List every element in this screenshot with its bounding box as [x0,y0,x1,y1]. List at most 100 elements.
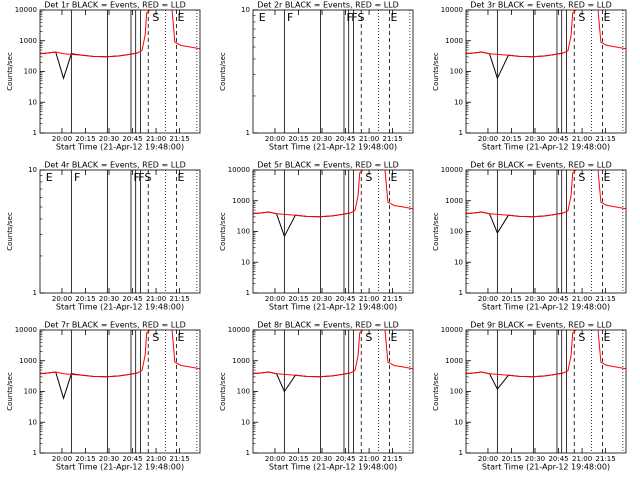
x-axis-label: Start Time (21-Apr-12 19:48:00) [482,143,610,152]
x-tick-label: 20:45 [548,135,568,143]
y-tick-label: 10 [28,418,37,426]
y-tick-label: 100 [450,228,463,236]
y-tick-label: 1 [246,289,250,297]
x-tick-label: 20:45 [335,455,355,463]
x-tick-label: 20:00 [52,455,72,463]
y-tick-label: 1 [33,129,37,137]
marker-label: F [74,171,80,184]
x-tick-label: 20:00 [52,135,72,143]
y-tick-label: 100 [24,388,37,396]
marker-label: E [177,171,184,184]
y-tick-label: 10 [241,258,250,266]
x-tick-label: 21:00 [359,455,379,463]
y-tick-label: 1000 [232,357,250,365]
y-tick-label: 10 [454,98,463,106]
x-tick-label: 20:30 [312,295,332,303]
x-tick-label: 20:00 [265,135,285,143]
y-tick-label: 100 [450,68,463,76]
panel-title: Det 2r BLACK = Events, RED = LLD [257,1,399,10]
y-axis-label: Counts/sec [219,372,227,411]
x-axis-label: Start Time (21-Apr-12 19:48:00) [56,303,184,312]
x-tick-label: 20:15 [75,135,95,143]
x-tick-label: 20:30 [525,135,545,143]
x-tick-label: 21:00 [359,135,379,143]
series-line [253,330,413,378]
y-tick-label: 10000 [441,326,463,334]
y-tick-label: 1 [459,289,463,297]
series-line [466,330,626,378]
panel-title: Det 6r BLACK = Events, RED = LLD [470,161,612,170]
x-tick-label: 21:00 [572,455,592,463]
x-tick-label: 21:15 [383,135,403,143]
y-tick-label: 100 [450,388,463,396]
x-tick-label: 20:45 [122,295,142,303]
x-tick-label: 20:15 [288,455,308,463]
x-tick-label: 21:15 [596,455,616,463]
y-tick-label: 1 [246,449,250,457]
marker-label: E [177,11,184,24]
y-tick-label: 10 [241,418,250,426]
panel-title: Det 7r BLACK = Events, RED = LLD [44,321,186,330]
marker-label: S [365,171,372,184]
plot-frame [252,9,414,134]
y-tick-label: 1 [246,129,250,137]
panel-title: Det 4r BLACK = Events, RED = LLD [44,161,186,170]
marker-label: S [578,171,585,184]
marker-label: F [347,11,353,24]
y-tick-label: 10000 [441,166,463,174]
panel: Det 2r BLACK = Events, RED = LLD Start Ti… [219,1,414,152]
y-tick-label: 10000 [441,6,463,14]
x-tick-label: 21:15 [170,295,190,303]
panel: Det 8r BLACK = Events, RED = LLD Start Ti… [219,321,414,472]
y-axis-label: Counts/sec [6,212,14,251]
x-tick-label: 20:15 [501,455,521,463]
y-tick-label: 1000 [445,37,463,45]
series-line [466,10,626,58]
x-tick-label: 21:00 [572,295,592,303]
y-tick-label: 1000 [445,197,463,205]
panel-title: Det 5r BLACK = Events, RED = LLD [257,161,399,170]
y-tick-label: 1000 [445,357,463,365]
x-tick-label: 21:15 [170,455,190,463]
y-tick-label: 10 [454,418,463,426]
x-tick-label: 21:00 [146,295,166,303]
x-tick-label: 20:45 [122,455,142,463]
y-tick-label: 10 [241,6,250,14]
y-tick-label: 1 [33,289,37,297]
x-tick-label: 20:45 [548,295,568,303]
panel-title: Det 3r BLACK = Events, RED = LLD [470,1,612,10]
x-tick-label: 20:15 [501,295,521,303]
marker-label: F [134,171,140,184]
panel: Det 3r BLACK = Events, RED = LLD Start Ti… [432,1,627,152]
x-tick-label: 20:30 [525,295,545,303]
x-tick-label: 21:00 [572,135,592,143]
y-axis-label: Counts/sec [432,52,440,91]
y-axis-label: Counts/sec [219,52,227,91]
series-line [466,170,626,218]
y-axis-label: Counts/sec [432,372,440,411]
x-tick-label: 20:45 [122,135,142,143]
marker-label: S [578,11,585,24]
x-tick-label: 20:15 [288,295,308,303]
marker-label: E [390,11,397,24]
y-tick-label: 10000 [228,326,250,334]
y-tick-label: 10000 [228,166,250,174]
marker-label: E [390,171,397,184]
x-axis-label: Start Time (21-Apr-12 19:48:00) [56,143,184,152]
x-axis-label: Start Time (21-Apr-12 19:48:00) [482,303,610,312]
y-tick-label: 10 [28,98,37,106]
y-tick-label: 10000 [15,6,37,14]
marker-label: E [46,171,53,184]
panel: Det 5r BLACK = Events, RED = LLD Start Ti… [219,161,414,312]
x-tick-label: 21:15 [383,455,403,463]
x-axis-label: Start Time (21-Apr-12 19:48:00) [269,143,397,152]
panel-title: Det 1r BLACK = Events, RED = LLD [44,1,186,10]
x-tick-label: 21:15 [170,135,190,143]
x-tick-label: 21:00 [146,455,166,463]
x-tick-label: 20:30 [99,135,119,143]
panel: Det 9r BLACK = Events, RED = LLD Start Ti… [432,321,627,472]
y-tick-label: 100 [237,388,250,396]
x-tick-label: 20:00 [478,295,498,303]
panel-title: Det 8r BLACK = Events, RED = LLD [257,321,399,330]
